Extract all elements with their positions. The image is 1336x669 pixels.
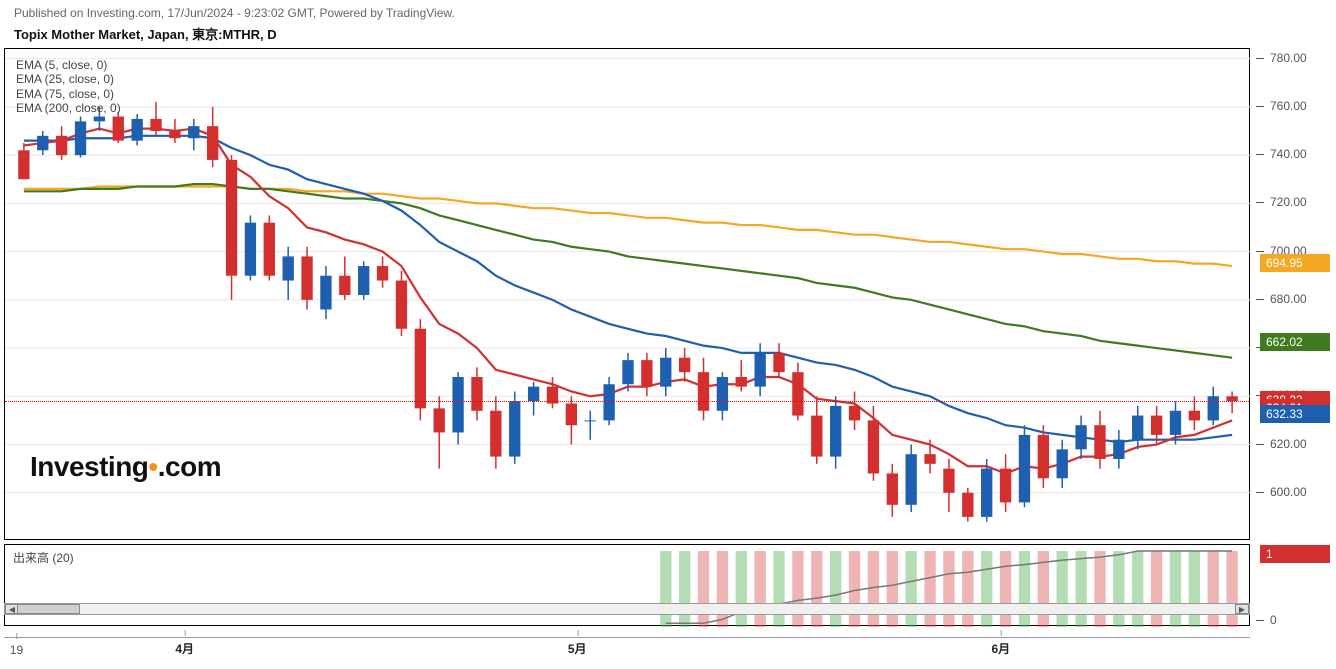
legend-item: EMA (200, close, 0) <box>16 101 121 115</box>
chart-area[interactable]: 600.00620.00640.00660.00680.00700.00720.… <box>4 48 1330 633</box>
publish-info: Published on Investing.com, 17/Jun/2024 … <box>0 0 1336 22</box>
scrollbar-thumb[interactable] <box>17 604 79 614</box>
legend-item: EMA (5, close, 0) <box>16 58 121 72</box>
legend-item: EMA (25, close, 0) <box>16 72 121 86</box>
investing-logo: Investing•.com <box>30 451 221 483</box>
chart-title: Topix Mother Market, Japan, 東京:MTHR, D <box>0 22 1336 47</box>
time-scrollbar[interactable]: ◀ ▶ <box>4 603 1250 615</box>
ema-legend: EMA (5, close, 0) EMA (25, close, 0) EMA… <box>16 58 121 116</box>
volume-legend: 出来高 (20) <box>13 549 74 566</box>
time-x-axis: 194月5月6月 <box>4 637 1250 665</box>
price-y-axis: 600.00620.00640.00660.00680.00700.00720.… <box>1252 48 1330 633</box>
legend-item: EMA (75, close, 0) <box>16 87 121 101</box>
current-price-line <box>5 401 1249 402</box>
scrollbar-right-arrow[interactable]: ▶ <box>1235 604 1249 614</box>
